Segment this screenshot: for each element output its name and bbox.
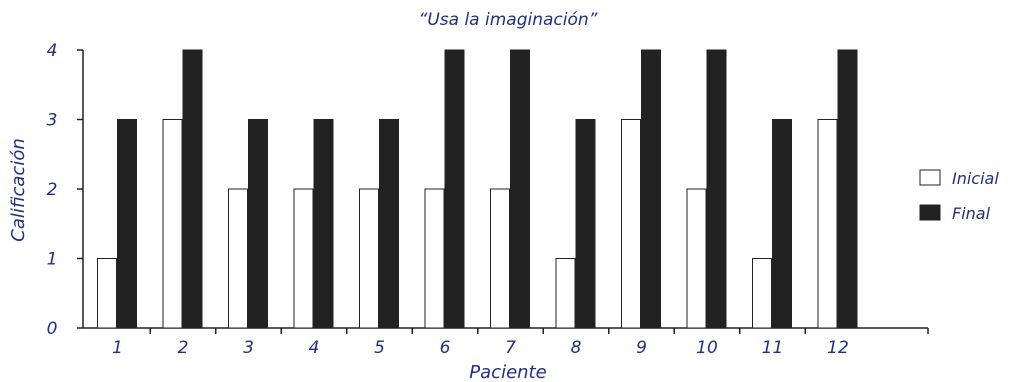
legend-swatch	[919, 204, 941, 221]
x-tick-label: 7	[505, 338, 516, 358]
y-tick-label: 2	[47, 180, 58, 200]
bar-final	[575, 119, 596, 329]
bar-final	[837, 49, 858, 329]
legend-label: Inicial	[952, 169, 999, 188]
x-tick-label: 9	[636, 338, 647, 358]
x-tick-label: 5	[374, 338, 385, 358]
x-tick-label: 12	[827, 338, 849, 358]
bar-inicial	[97, 258, 117, 329]
bar-final	[510, 49, 530, 329]
y-tick-label: 1	[47, 250, 58, 270]
x-tick-label: 6	[440, 338, 451, 358]
bar-inicial	[228, 188, 248, 329]
y-tick-label: 4	[47, 41, 58, 61]
bar-final	[182, 49, 203, 329]
legend-swatch	[919, 169, 941, 186]
bar-final	[379, 119, 399, 329]
y-axis-label: Calificación	[8, 138, 29, 241]
x-tick-label: 10	[696, 338, 718, 358]
bar-final	[444, 49, 465, 329]
x-ticks: 1 2 3 4 5 6 7 8 9 10 11 12	[112, 328, 929, 358]
x-tick-label: 11	[762, 338, 784, 358]
bar-inicial	[293, 188, 314, 329]
bar-final	[706, 49, 727, 329]
chart-title: “Usa la imaginación”	[419, 10, 598, 30]
x-tick-label: 8	[571, 338, 582, 358]
bar-inicial	[686, 188, 707, 329]
x-tick-label: 3	[243, 338, 254, 358]
bar-inicial	[621, 119, 641, 329]
x-tick-label: 4	[309, 338, 320, 358]
x-tick-label: 1	[112, 338, 123, 358]
legend: Inicial Final	[919, 169, 999, 223]
x-tick-label: 2	[178, 338, 189, 358]
bar-inicial	[817, 119, 838, 329]
bar-final	[313, 119, 334, 329]
bar-inicial	[424, 188, 445, 329]
bar-inicial	[555, 258, 576, 329]
x-axis-label: Paciente	[469, 362, 546, 382]
bar-inicial	[162, 119, 183, 329]
bars	[97, 49, 858, 329]
bar-final	[248, 119, 268, 329]
y-ticks: 0 1 2 3 4	[47, 41, 83, 339]
bar-inicial	[490, 188, 510, 329]
legend-label: Final	[952, 204, 991, 223]
bar-final	[772, 119, 792, 329]
y-tick-label: 3	[47, 111, 58, 131]
bar-inicial	[752, 258, 772, 329]
bar-final	[117, 119, 137, 329]
bar-final	[641, 49, 661, 329]
y-tick-label: 0	[47, 319, 58, 339]
bar-inicial	[359, 188, 379, 329]
